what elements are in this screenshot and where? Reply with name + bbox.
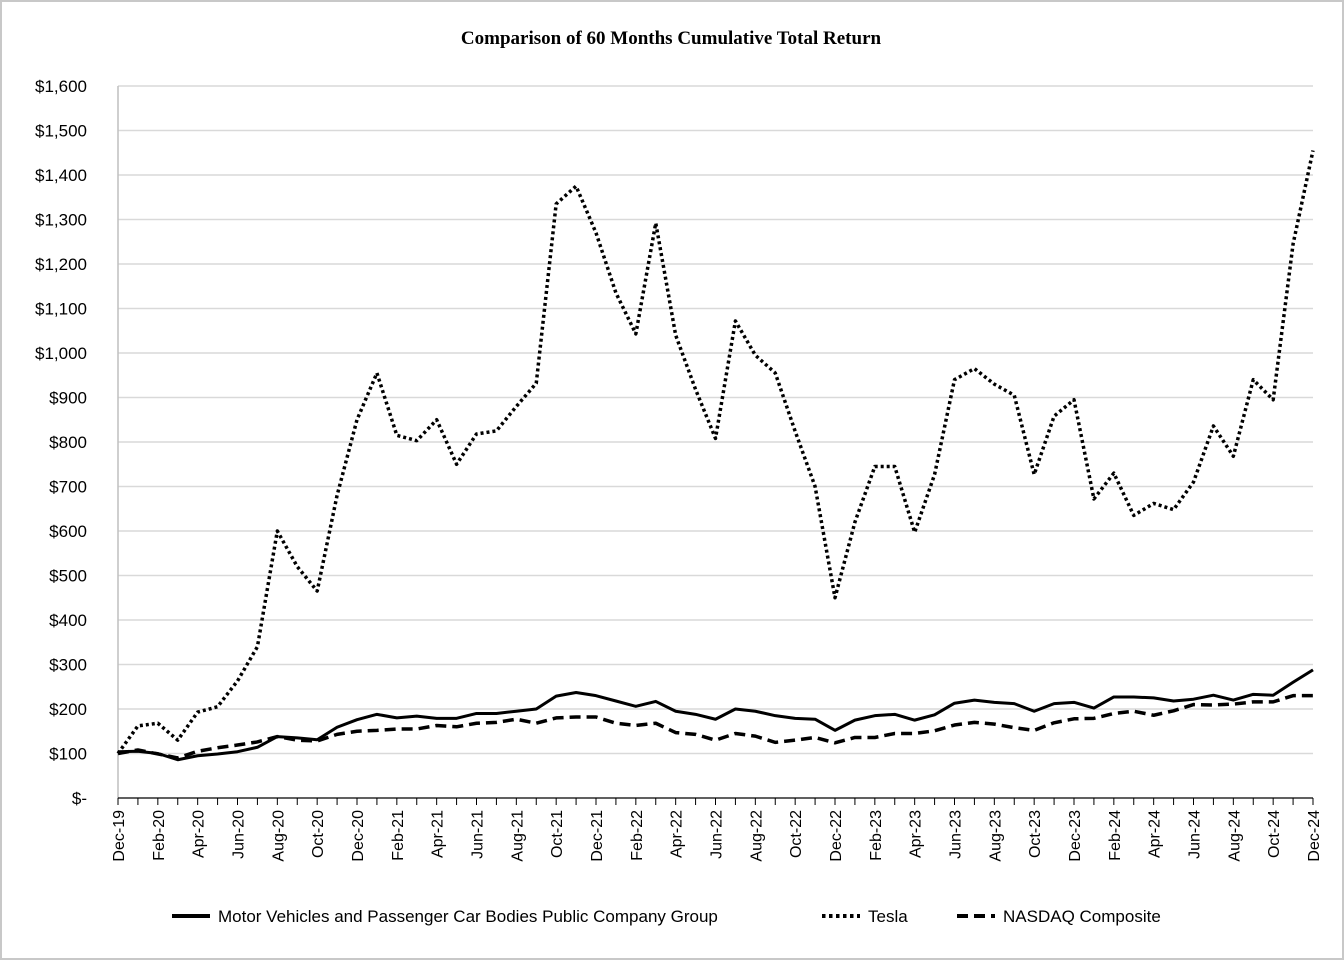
- y-tick-label: $600: [49, 522, 87, 541]
- x-tick-label: Dec-19: [111, 810, 128, 862]
- x-tick-label: Apr-23: [908, 810, 925, 858]
- x-tick-label: Jun-20: [231, 810, 248, 859]
- gridlines: [118, 85, 1313, 755]
- axes: [117, 86, 1314, 805]
- x-tick-label: Apr-22: [669, 810, 686, 858]
- x-tick-label: Feb-22: [629, 810, 646, 861]
- x-tick-label: Oct-22: [788, 810, 805, 858]
- chart-title: Comparison of 60 Months Cumulative Total…: [461, 28, 882, 49]
- y-tick-label: $700: [49, 478, 87, 497]
- x-tick-label: Jun-24: [1187, 810, 1204, 859]
- x-tick-label: Dec-24: [1306, 810, 1323, 862]
- x-tick-label: Oct-23: [1027, 810, 1044, 858]
- y-tick-label: $1,500: [35, 122, 87, 141]
- x-tick-label: Feb-20: [151, 810, 168, 861]
- y-tick-label: $1,100: [35, 300, 87, 319]
- x-tick-label: Feb-24: [1107, 810, 1124, 861]
- y-axis-tick-labels: $- $100 $200 $300 $400 $500 $600 $700 $800 $900 $1…: [35, 77, 87, 808]
- y-tick-label: $1,300: [35, 211, 87, 230]
- y-tick-label: $1,200: [35, 255, 87, 274]
- series-line-solid: [117, 668, 1314, 762]
- legend-label: Tesla: [868, 907, 908, 926]
- x-tick-label: Dec-21: [589, 810, 606, 862]
- x-axis-tick-labels: Dec-19 Feb-20 Apr-20 Jun-20 Aug-20 Oct-20 Dec-…: [111, 810, 1323, 862]
- y-tick-label: $1,000: [35, 344, 87, 363]
- legend-label: Motor Vehicles and Passenger Car Bodies …: [218, 907, 718, 926]
- y-tick-label: $1,600: [35, 77, 87, 96]
- x-tick-label: Dec-23: [1067, 810, 1084, 862]
- x-tick-label: Feb-23: [868, 810, 885, 861]
- y-tick-label: $1,400: [35, 166, 87, 185]
- y-tick-label: $100: [49, 745, 87, 764]
- x-tick-label: Oct-21: [549, 810, 566, 858]
- y-tick-label: $300: [49, 656, 87, 675]
- x-tick-label: Jun-21: [470, 810, 487, 859]
- x-tick-label: Dec-22: [828, 810, 845, 862]
- y-tick-label: $400: [49, 611, 87, 630]
- y-tick-label: $900: [49, 389, 87, 408]
- series-lines: [116, 150, 1315, 762]
- y-tick-label: $500: [49, 567, 87, 586]
- legend-label: NASDAQ Composite: [1003, 907, 1161, 926]
- x-tick-label: Apr-21: [430, 810, 447, 858]
- series-line-dashed: [117, 693, 1313, 760]
- x-tick-label: Aug-23: [987, 810, 1004, 862]
- x-tick-label: Aug-22: [748, 810, 765, 862]
- series-line-dotted: [116, 150, 1315, 755]
- x-tick-label: Feb-21: [390, 810, 407, 861]
- y-tick-label: $200: [49, 700, 87, 719]
- x-tick-label: Apr-24: [1147, 810, 1164, 858]
- x-tick-label: Jun-22: [709, 810, 726, 859]
- y-tick-label: $800: [49, 433, 87, 452]
- x-tick-label: Oct-24: [1266, 810, 1283, 858]
- x-tick-label: Dec-20: [350, 810, 367, 862]
- y-tick-label: $-: [72, 789, 87, 808]
- x-tick-label: Aug-20: [270, 810, 287, 862]
- legend: Motor Vehicles and Passenger Car Bodies …: [172, 907, 1161, 926]
- x-tick-label: Aug-21: [509, 810, 526, 862]
- x-tick-label: Apr-20: [191, 810, 208, 858]
- x-tick-label: Oct-20: [310, 810, 327, 858]
- x-tick-label: Jun-23: [948, 810, 965, 859]
- x-tick-label: Aug-24: [1226, 810, 1243, 862]
